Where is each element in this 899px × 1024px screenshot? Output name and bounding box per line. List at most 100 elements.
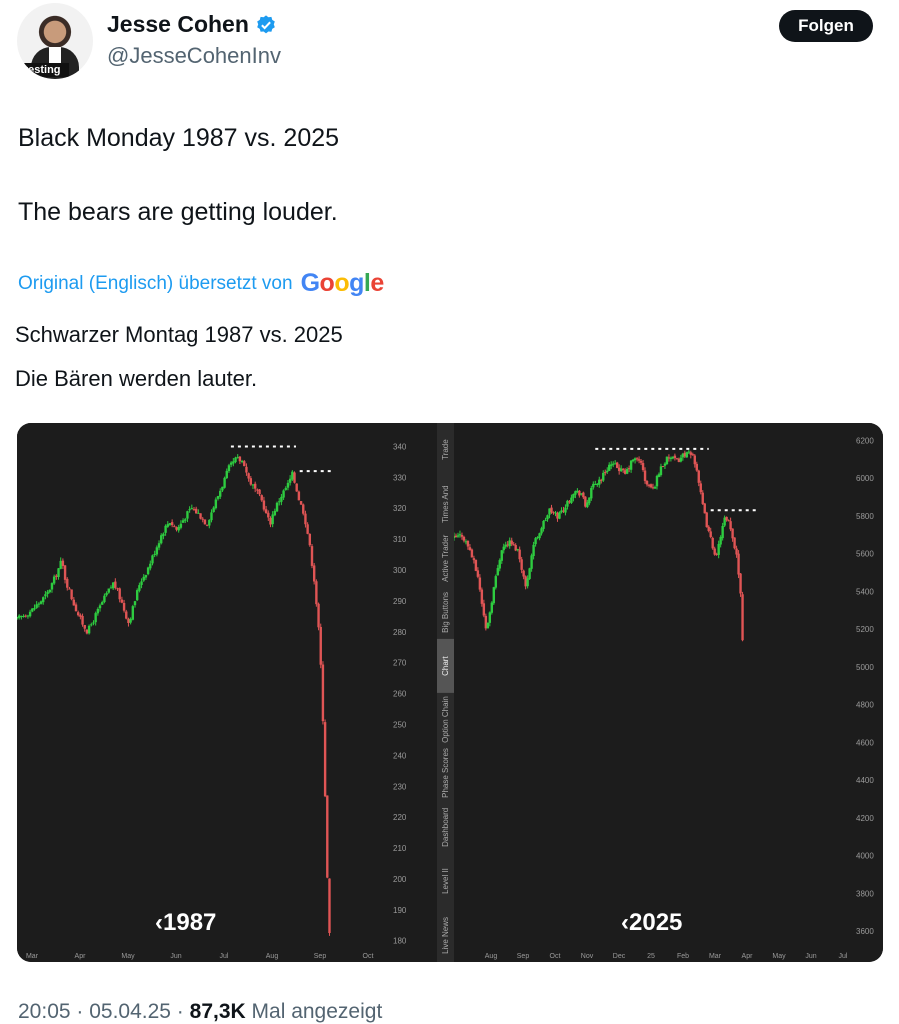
candle bbox=[681, 453, 685, 458]
candle bbox=[458, 534, 462, 536]
y-tick-label: 230 bbox=[393, 782, 407, 791]
candle bbox=[516, 549, 519, 551]
user-handle[interactable]: @JesseCohenInv bbox=[107, 43, 281, 68]
candle bbox=[729, 521, 732, 530]
candle bbox=[28, 611, 32, 617]
candle bbox=[48, 589, 51, 593]
view-count: 87,3K bbox=[189, 1000, 246, 1023]
sidebar-tab-live-news[interactable]: Live News bbox=[441, 916, 450, 954]
sidebar-tab-phase-scores[interactable]: Phase Scores bbox=[441, 748, 450, 799]
sidebar-tab-big-buttons[interactable]: Big Buttons bbox=[441, 591, 450, 633]
candle bbox=[482, 603, 486, 616]
candle bbox=[68, 588, 71, 590]
sidebar-tab-times-and-sales[interactable]: Times And Sales bbox=[441, 485, 467, 523]
follow-button[interactable]: Folgen bbox=[779, 10, 873, 42]
candle bbox=[538, 533, 541, 539]
y-tick-label: 4400 bbox=[856, 776, 874, 785]
x-tick-label: Mar bbox=[709, 953, 722, 960]
candle bbox=[144, 575, 148, 578]
y-tick-label: 270 bbox=[393, 659, 407, 668]
translation-notice[interactable]: Original (Englisch) übersetzt von Google bbox=[18, 269, 384, 298]
x-tick-label: Sep bbox=[517, 953, 530, 960]
candle bbox=[184, 519, 187, 521]
candle bbox=[173, 526, 176, 528]
x-tick-label: Sep bbox=[314, 953, 327, 960]
y-tick-label: 4600 bbox=[856, 738, 874, 747]
sidebar-tab-option-chain[interactable]: Option Chain bbox=[441, 696, 450, 743]
candle bbox=[76, 612, 80, 616]
candle bbox=[127, 618, 130, 624]
candle bbox=[578, 490, 581, 496]
candle bbox=[160, 535, 163, 544]
y-tick-label: 6000 bbox=[856, 474, 874, 483]
candle bbox=[125, 611, 128, 619]
avatar-tag: vesting bbox=[19, 63, 69, 77]
x-tick-label: Jul bbox=[839, 953, 848, 960]
candle bbox=[633, 458, 637, 461]
candle bbox=[87, 625, 91, 634]
candle bbox=[715, 553, 718, 555]
candle bbox=[478, 577, 482, 590]
candle bbox=[476, 570, 480, 577]
candle bbox=[627, 468, 631, 470]
candle bbox=[460, 534, 464, 537]
candle bbox=[721, 525, 724, 539]
candle bbox=[647, 484, 651, 486]
candle bbox=[711, 537, 714, 549]
avatar[interactable]: vesting bbox=[17, 3, 93, 79]
candle bbox=[665, 456, 669, 465]
candle bbox=[693, 455, 696, 465]
candle bbox=[140, 581, 143, 585]
candle bbox=[55, 575, 58, 577]
candle bbox=[544, 519, 547, 521]
candle bbox=[502, 546, 505, 551]
candle bbox=[20, 615, 23, 617]
sidebar-tab-level-ii[interactable]: Level II bbox=[441, 868, 450, 895]
x-tick-label: Feb bbox=[677, 953, 689, 960]
candle bbox=[149, 563, 152, 569]
candle bbox=[105, 592, 108, 596]
candle bbox=[98, 605, 102, 609]
y-tick-label: 240 bbox=[393, 751, 407, 760]
candle bbox=[39, 601, 43, 604]
candle bbox=[153, 554, 156, 556]
display-name[interactable]: Jesse Cohen bbox=[107, 11, 277, 38]
candle bbox=[629, 460, 633, 470]
candle bbox=[155, 547, 159, 555]
candle bbox=[221, 486, 224, 491]
sidebar-tab-active-trader[interactable]: Active Trader bbox=[441, 534, 450, 582]
candle bbox=[258, 489, 261, 495]
candle bbox=[592, 483, 595, 488]
chart-image[interactable]: 340 330 320 310 300 290 280 270 260 250 240 230 220 2… bbox=[17, 423, 883, 962]
candle bbox=[179, 523, 183, 528]
candle bbox=[328, 878, 331, 933]
sidebar-tab-trade[interactable]: Trade bbox=[441, 439, 450, 461]
candle bbox=[687, 451, 691, 453]
candle bbox=[225, 470, 228, 479]
y-tick-label: 340 bbox=[393, 442, 407, 451]
candle bbox=[500, 550, 503, 561]
candle bbox=[468, 547, 472, 551]
candle bbox=[562, 510, 565, 512]
sidebar-tab-chart[interactable]: Chart bbox=[437, 638, 454, 693]
candle bbox=[234, 457, 237, 463]
candle bbox=[695, 463, 698, 471]
x-tick-label: Dec bbox=[613, 953, 626, 960]
candle bbox=[271, 514, 274, 525]
candle bbox=[205, 524, 209, 526]
candle bbox=[70, 589, 73, 600]
candle bbox=[498, 560, 501, 569]
x-tick-label: Jun bbox=[170, 953, 181, 960]
candle bbox=[236, 457, 239, 459]
candle bbox=[260, 495, 263, 501]
candle bbox=[109, 587, 113, 589]
sidebar-tab-dashboard[interactable]: Dashboard bbox=[441, 807, 450, 847]
candle bbox=[175, 527, 178, 530]
candle bbox=[245, 466, 248, 473]
candle bbox=[691, 454, 694, 456]
tweet-timestamp[interactable]: 20:05 · 05.04.25 · bbox=[18, 1000, 184, 1023]
candle bbox=[81, 616, 84, 625]
candle bbox=[240, 460, 244, 462]
x-tick-label: Oct bbox=[363, 953, 374, 960]
candle bbox=[594, 484, 597, 486]
